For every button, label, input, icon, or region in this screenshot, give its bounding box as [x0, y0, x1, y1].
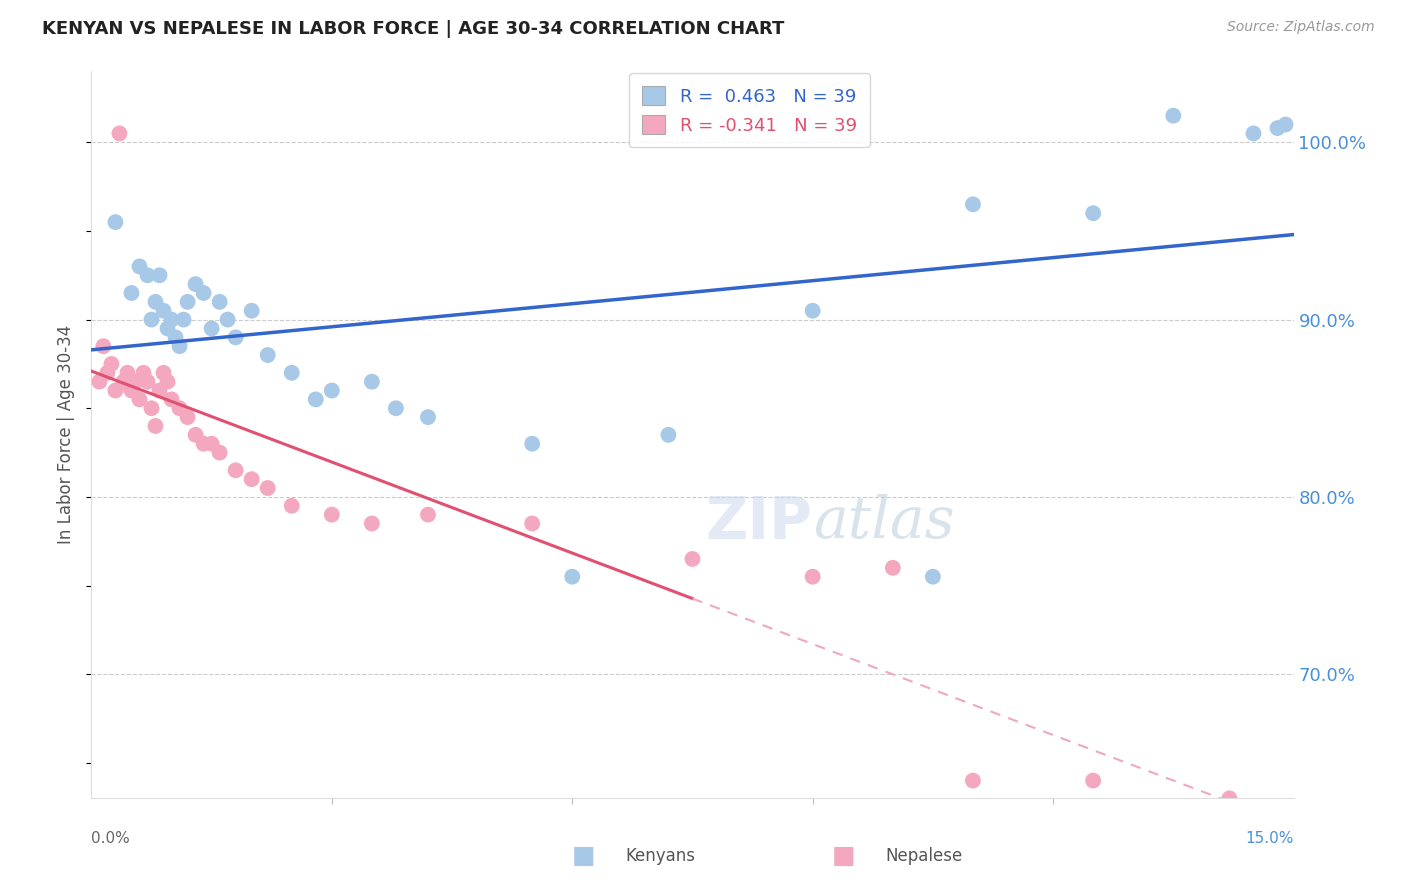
Point: [1267, 121, 1289, 136]
Point: [681, 552, 703, 566]
Point: [145, 419, 167, 434]
Point: [225, 463, 247, 477]
Point: [801, 303, 824, 318]
Point: [176, 294, 198, 309]
Point: [152, 303, 174, 318]
Point: [321, 508, 343, 522]
Point: [657, 428, 679, 442]
Text: Kenyans: Kenyans: [626, 847, 696, 865]
Point: [121, 384, 143, 398]
Y-axis label: In Labor Force | Age 30-34: In Labor Force | Age 30-34: [58, 326, 76, 544]
Point: [165, 330, 187, 344]
Point: [148, 384, 170, 398]
Point: [360, 516, 382, 531]
Point: [128, 392, 150, 407]
Point: [169, 401, 191, 416]
Point: [962, 773, 984, 788]
Point: [93, 339, 115, 353]
Point: [416, 508, 439, 522]
Point: [385, 401, 408, 416]
Legend: R =  0.463   N = 39, R = -0.341   N = 39: R = 0.463 N = 39, R = -0.341 N = 39: [630, 73, 870, 147]
Point: [184, 428, 207, 442]
Point: [217, 312, 239, 326]
Point: [136, 268, 159, 283]
Point: [104, 384, 127, 398]
Point: [416, 410, 439, 425]
Point: [520, 516, 543, 531]
Point: [208, 445, 231, 459]
Point: [922, 570, 945, 584]
Point: [321, 384, 343, 398]
Text: ■: ■: [572, 845, 595, 868]
Point: [148, 268, 170, 283]
Point: [132, 366, 155, 380]
Point: [145, 294, 167, 309]
Point: [121, 285, 143, 300]
Point: [89, 375, 111, 389]
Point: [561, 570, 583, 584]
Point: [117, 366, 139, 380]
Point: [281, 366, 304, 380]
Point: [201, 321, 224, 335]
Point: [176, 410, 198, 425]
Point: [136, 375, 159, 389]
Point: [208, 294, 231, 309]
Point: [1083, 773, 1105, 788]
Point: [141, 401, 163, 416]
Point: [882, 561, 904, 575]
Point: [256, 481, 278, 495]
Point: [173, 312, 195, 326]
Text: Source: ZipAtlas.com: Source: ZipAtlas.com: [1227, 20, 1375, 34]
Point: [160, 392, 183, 407]
Point: [962, 197, 984, 211]
Point: [184, 277, 207, 292]
Point: [156, 375, 179, 389]
Point: [1161, 109, 1184, 123]
Point: [152, 366, 174, 380]
Point: [169, 339, 191, 353]
Point: [281, 499, 304, 513]
Point: [1243, 127, 1265, 141]
Text: 15.0%: 15.0%: [1246, 831, 1294, 847]
Point: [801, 570, 824, 584]
Text: ■: ■: [832, 845, 855, 868]
Text: ZIP: ZIP: [706, 493, 813, 550]
Point: [193, 436, 215, 450]
Point: [256, 348, 278, 362]
Point: [1083, 206, 1105, 220]
Point: [104, 215, 127, 229]
Point: [156, 321, 179, 335]
Point: [240, 472, 263, 486]
Text: KENYAN VS NEPALESE IN LABOR FORCE | AGE 30-34 CORRELATION CHART: KENYAN VS NEPALESE IN LABOR FORCE | AGE …: [42, 20, 785, 37]
Point: [201, 436, 224, 450]
Text: Nepalese: Nepalese: [886, 847, 963, 865]
Point: [128, 260, 150, 274]
Point: [1274, 118, 1296, 132]
Point: [141, 312, 163, 326]
Text: 0.0%: 0.0%: [91, 831, 131, 847]
Text: atlas: atlas: [813, 494, 955, 550]
Point: [112, 375, 135, 389]
Point: [96, 366, 118, 380]
Point: [193, 285, 215, 300]
Point: [305, 392, 328, 407]
Point: [520, 436, 543, 450]
Point: [160, 312, 183, 326]
Point: [108, 127, 131, 141]
Point: [360, 375, 382, 389]
Point: [240, 303, 263, 318]
Point: [100, 357, 122, 371]
Point: [124, 375, 146, 389]
Point: [1218, 791, 1240, 805]
Point: [225, 330, 247, 344]
